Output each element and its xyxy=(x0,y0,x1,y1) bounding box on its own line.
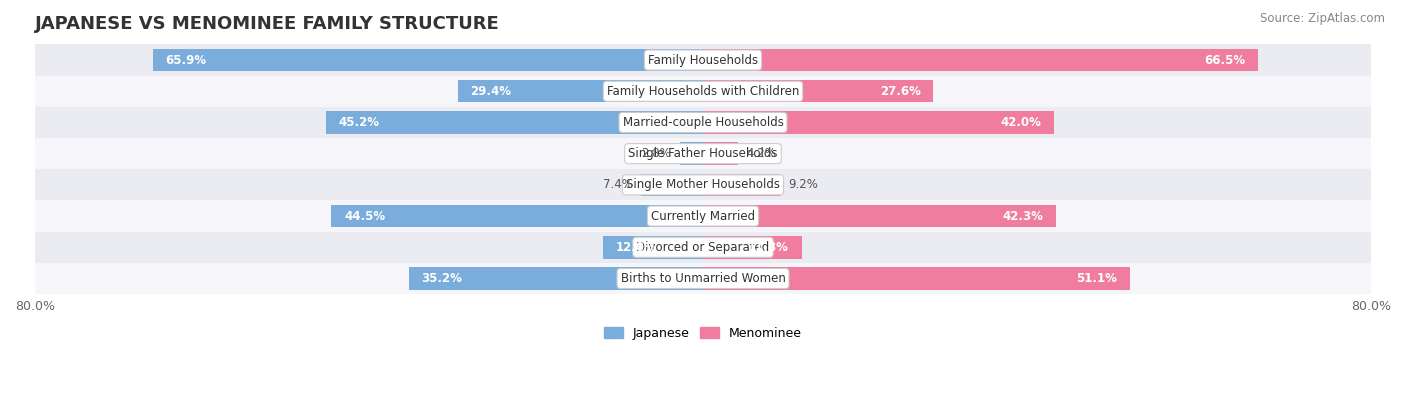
Text: 11.8%: 11.8% xyxy=(748,241,789,254)
Bar xyxy=(332,205,703,227)
Bar xyxy=(703,174,780,196)
Text: JAPANESE VS MENOMINEE FAMILY STRUCTURE: JAPANESE VS MENOMINEE FAMILY STRUCTURE xyxy=(35,15,499,33)
Bar xyxy=(35,263,1371,294)
Bar xyxy=(641,174,703,196)
Text: 51.1%: 51.1% xyxy=(1076,272,1118,285)
Bar xyxy=(703,236,801,258)
Bar xyxy=(703,267,1129,290)
Bar xyxy=(703,80,934,102)
Text: 35.2%: 35.2% xyxy=(422,272,463,285)
Text: Family Households with Children: Family Households with Children xyxy=(607,85,799,98)
Text: 12.0%: 12.0% xyxy=(616,241,657,254)
Text: 29.4%: 29.4% xyxy=(470,85,510,98)
Bar xyxy=(35,107,1371,138)
Text: Births to Unmarried Women: Births to Unmarried Women xyxy=(620,272,786,285)
Bar xyxy=(35,76,1371,107)
Text: 42.3%: 42.3% xyxy=(1002,210,1043,222)
Bar xyxy=(703,49,1258,71)
Bar xyxy=(679,143,703,165)
Legend: Japanese, Menominee: Japanese, Menominee xyxy=(599,322,807,345)
Text: 27.6%: 27.6% xyxy=(880,85,921,98)
Bar xyxy=(35,45,1371,76)
Bar xyxy=(703,205,1056,227)
Bar xyxy=(35,201,1371,232)
Text: 65.9%: 65.9% xyxy=(166,54,207,66)
Bar xyxy=(409,267,703,290)
Text: 44.5%: 44.5% xyxy=(344,210,385,222)
Text: Divorced or Separated: Divorced or Separated xyxy=(637,241,769,254)
Bar xyxy=(35,232,1371,263)
Text: 45.2%: 45.2% xyxy=(337,116,380,129)
Text: 42.0%: 42.0% xyxy=(1000,116,1042,129)
Bar xyxy=(457,80,703,102)
Text: Family Households: Family Households xyxy=(648,54,758,66)
Bar xyxy=(326,111,703,134)
Bar xyxy=(703,143,738,165)
Bar xyxy=(153,49,703,71)
Text: 7.4%: 7.4% xyxy=(603,179,633,191)
Text: 4.2%: 4.2% xyxy=(747,147,776,160)
Text: 9.2%: 9.2% xyxy=(789,179,818,191)
Bar xyxy=(35,169,1371,201)
Text: 66.5%: 66.5% xyxy=(1205,54,1246,66)
Text: Currently Married: Currently Married xyxy=(651,210,755,222)
Text: Source: ZipAtlas.com: Source: ZipAtlas.com xyxy=(1260,12,1385,25)
Text: Single Mother Households: Single Mother Households xyxy=(626,179,780,191)
Bar xyxy=(703,111,1053,134)
Text: 2.8%: 2.8% xyxy=(641,147,671,160)
Bar xyxy=(603,236,703,258)
Bar xyxy=(35,138,1371,169)
Text: Married-couple Households: Married-couple Households xyxy=(623,116,783,129)
Text: Single Father Households: Single Father Households xyxy=(628,147,778,160)
